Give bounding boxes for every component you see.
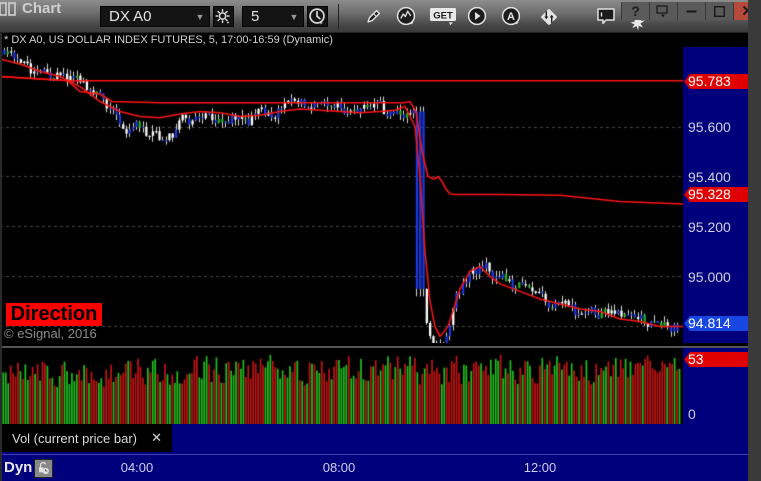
svg-text:A: A <box>507 11 515 23</box>
svg-text:GET: GET <box>433 10 453 21</box>
